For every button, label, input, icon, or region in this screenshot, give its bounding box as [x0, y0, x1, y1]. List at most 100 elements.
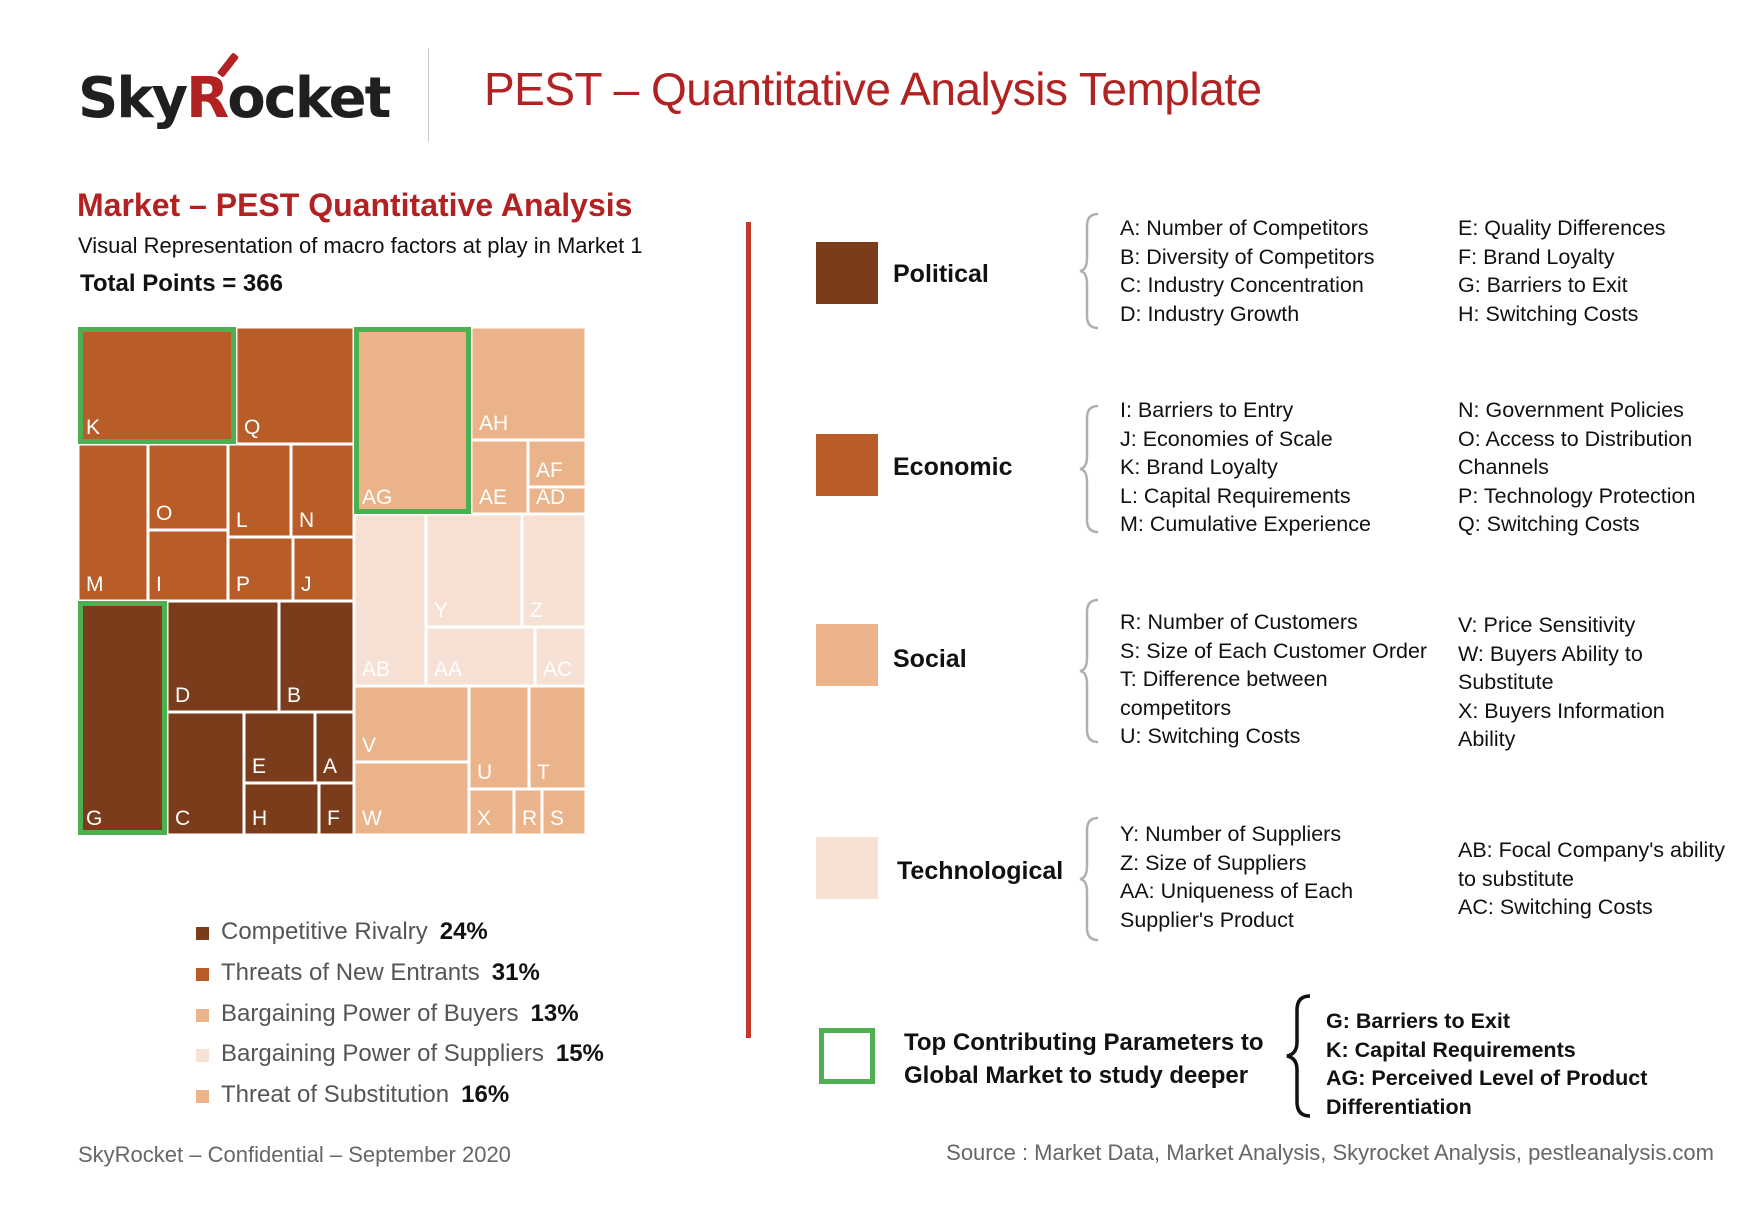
treemap-cell-d	[165, 599, 281, 714]
treemap-label-b: B	[287, 684, 301, 707]
treemap-label-ae: AE	[479, 486, 507, 509]
treemap-cell-f	[317, 781, 356, 837]
treemap-label-g: G	[86, 807, 102, 830]
treemap-label-i: I	[156, 573, 162, 596]
treemap-cell-m	[78, 442, 150, 603]
treemap-cell-ac	[533, 625, 588, 688]
social-brace-icon	[1079, 598, 1099, 744]
legend-percent: 31%	[491, 959, 540, 986]
treemap-cell-ae	[469, 438, 530, 516]
treemap-label-z: Z	[530, 599, 543, 622]
skyrocket-logo: SkyRocket	[78, 52, 391, 142]
treemap-label-r: R	[522, 807, 537, 830]
treemap-cell-aa	[424, 625, 537, 688]
social-factors-col2: V: Price Sensitivity W: Buyers Ability t…	[1458, 613, 1665, 752]
treemap-label-ag: AG	[362, 486, 392, 509]
header-divider	[428, 48, 429, 142]
treemap-label-ah: AH	[479, 412, 508, 435]
social-label: Social	[893, 645, 967, 673]
treemap-label-t: T	[537, 761, 550, 784]
economic-label: Economic	[893, 453, 1013, 481]
treemap-label-o: O	[156, 502, 172, 525]
highlight-key-box	[819, 1028, 875, 1084]
vertical-divider	[746, 222, 751, 1038]
treemap-label-l: L	[236, 509, 248, 532]
treemap-cell-w	[352, 760, 471, 837]
treemap-cell-h	[242, 781, 321, 837]
logo-wordmark: SkyRocket	[78, 66, 391, 131]
technological-factors-col2: AB: Focal Company's ability to substitut…	[1458, 838, 1725, 920]
political-factors-col1: A: Number of Competitors B: Diversity of…	[1120, 216, 1375, 326]
legend-swatch	[196, 1049, 209, 1062]
treemap-cell-v	[352, 684, 471, 764]
economic-factors-col1: I: Barriers to Entry J: Economies of Sca…	[1120, 398, 1371, 537]
economic-brace-icon	[1079, 404, 1099, 534]
political-swatch	[816, 242, 878, 304]
treemap-label-x: X	[477, 807, 491, 830]
technological-factors-col1: Y: Number of Suppliers Z: Size of Suppli…	[1120, 822, 1354, 932]
technological-brace-icon	[1079, 816, 1099, 942]
treemap-label-af: AF	[536, 459, 563, 482]
treemap-label-aa: AA	[434, 658, 462, 681]
legend-swatch	[196, 927, 209, 940]
treemap-label-d: D	[175, 684, 190, 707]
treemap-cell-x	[467, 787, 516, 837]
legend-label: Competitive Rivalry	[221, 918, 428, 945]
highlight-outline-ag	[354, 327, 471, 514]
treemap-label-v: V	[362, 734, 376, 757]
political-factors-col2: E: Quality Differences F: Brand Loyalty …	[1458, 216, 1666, 326]
legend-swatch	[196, 1090, 209, 1103]
top-parameters-list: G: Barriers to Exit K: Capital Requireme…	[1326, 1009, 1648, 1119]
treemap-cell-ad	[526, 485, 588, 516]
social-swatch	[816, 624, 878, 686]
highlight-outline-k	[78, 327, 236, 444]
legend-percent: 24%	[439, 918, 488, 945]
technological-label: Technological	[897, 857, 1064, 885]
total-points: Total Points = 366	[80, 270, 283, 297]
treemap-label-y: Y	[434, 599, 448, 622]
treemap-cell-s	[540, 787, 588, 837]
page-title: PEST – Quantitative Analysis Template	[484, 63, 1262, 115]
treemap-label-q: Q	[244, 416, 260, 439]
social-factors-col1: R: Number of Customers S: Size of Each C…	[1120, 610, 1428, 749]
treemap-cell-t	[527, 684, 588, 791]
economic-swatch	[816, 434, 878, 496]
treemap-label-p: P	[236, 573, 250, 596]
legend-label: Threats of New Entrants	[221, 959, 480, 986]
highlight-key-label: Top Contributing Parameters to Global Ma…	[904, 1029, 1264, 1089]
legend-label: Bargaining Power of Suppliers	[221, 1040, 544, 1067]
treemap-cell-k	[78, 327, 238, 446]
treemap-label-w: W	[362, 807, 382, 830]
political-brace-icon	[1079, 212, 1099, 330]
technological-swatch	[816, 837, 878, 899]
legend-percent: 16%	[461, 1081, 510, 1108]
treemap-label-a: A	[323, 755, 337, 778]
legend-percent: 15%	[555, 1040, 604, 1067]
legend-swatch	[196, 968, 209, 981]
treemap-label-f: F	[327, 807, 340, 830]
legend-swatch	[196, 1009, 209, 1022]
treemap-label-n: N	[299, 509, 314, 532]
footer-source: Source : Market Data, Market Analysis, S…	[946, 1140, 1714, 1165]
treemap-cell-r	[512, 787, 544, 837]
legend-percent: 13%	[530, 1000, 579, 1027]
treemap-label-k: K	[86, 416, 100, 439]
political-label: Political	[893, 260, 989, 288]
treemap-cell-af	[526, 438, 588, 489]
treemap-cell-o	[146, 442, 230, 532]
treemap-label-s: S	[550, 807, 564, 830]
highlight-outline-g	[78, 601, 167, 835]
legend-label: Bargaining Power of Buyers	[221, 1000, 519, 1027]
treemap-cell-j	[291, 535, 356, 603]
treemap-cell-b	[277, 599, 356, 714]
legend-label: Threat of Substitution	[221, 1081, 450, 1108]
treemap-label-m: M	[86, 573, 104, 596]
treemap-label-j: J	[301, 573, 312, 596]
treemap-label-e: E	[252, 755, 266, 778]
section-subtitle: Visual Representation of macro factors a…	[78, 233, 643, 258]
treemap-label-h: H	[252, 807, 267, 830]
treemap-cell-c	[165, 710, 246, 837]
section-title: Market – PEST Quantitative Analysis	[77, 187, 633, 223]
treemap-label-ab: AB	[362, 658, 390, 681]
